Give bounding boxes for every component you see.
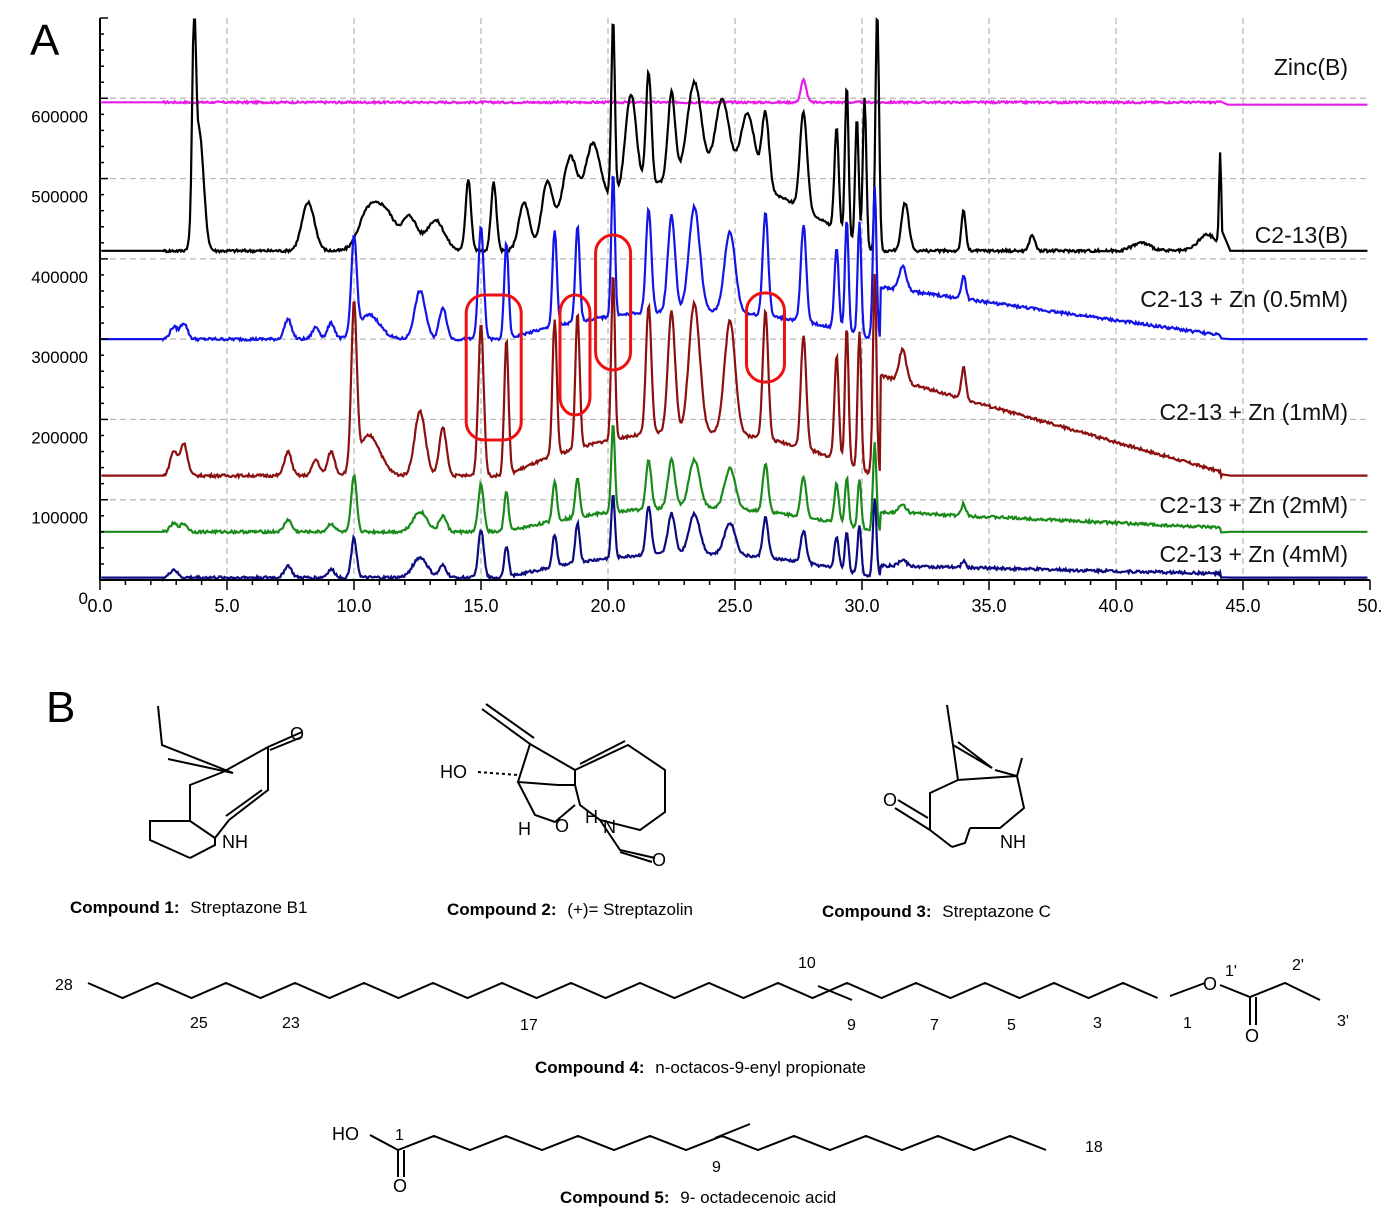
compound-4-O-carbonyl: O <box>1245 1026 1259 1046</box>
svg-text:1': 1' <box>1225 963 1237 980</box>
svg-text:3': 3' <box>1337 1013 1349 1030</box>
compound-3-NH: NH <box>1000 832 1026 852</box>
chromatogram-panel: A 0.0 5.0 10.0 15.0 20.0 25.0 30.0 35.0 40.0 45.0… <box>30 16 1383 616</box>
compound-3-bold: Compound 3: <box>822 902 932 921</box>
series-line-3 <box>101 273 1368 481</box>
highlight-box-2 <box>594 233 633 372</box>
x-tick-label: 20.0 <box>590 596 625 616</box>
svg-text:7: 7 <box>930 1017 939 1034</box>
series-label-2: C2-13 + Zn (0.5mM) <box>1140 286 1348 312</box>
svg-text:10: 10 <box>798 955 816 972</box>
y-tick-label: 500000 <box>31 188 88 207</box>
series-layer <box>101 16 1368 583</box>
svg-text:2': 2' <box>1292 957 1304 974</box>
compound-2-HO: HO <box>440 762 467 782</box>
compound-1-caption: Compound 1: Streptazone B1 <box>70 898 307 917</box>
series-line-5 <box>101 494 1368 583</box>
svg-text:23: 23 <box>282 1015 300 1032</box>
compound-4-caption: Compound 4: n-octacos-9-enyl propionate <box>535 1058 866 1077</box>
compound-5-bold: Compound 5: <box>560 1188 670 1207</box>
series-label-5: C2-13 + Zn (4mM) <box>1159 541 1348 567</box>
compound-4-name: n-octacos-9-enyl propionate <box>655 1058 866 1077</box>
structures-panel: B O NH Compound 1: Streptazone B1 HO N O… <box>46 683 1349 1207</box>
highlight-box-1 <box>558 293 592 417</box>
svg-text:3: 3 <box>1093 1015 1102 1032</box>
y-tick-label: 0 <box>79 589 88 608</box>
x-tick-label: 35.0 <box>971 596 1006 616</box>
panel-label-a: A <box>30 16 60 65</box>
compound-1-NH: NH <box>222 832 248 852</box>
highlight-box-3 <box>744 291 786 384</box>
compound-2-structure <box>477 703 666 863</box>
compound-5-numbers: 1 9 18 <box>395 1127 1103 1176</box>
highlight-box-0 <box>464 293 523 442</box>
svg-text:5: 5 <box>1007 1017 1016 1034</box>
y-tick-label: 200000 <box>31 428 88 447</box>
highlight-layer <box>464 233 786 442</box>
x-tick-label: 0.0 <box>87 596 112 616</box>
compound-2-O-carbonyl: O <box>652 850 666 870</box>
compound-2-bold: Compound 2: <box>447 900 557 919</box>
svg-text:1: 1 <box>395 1127 404 1144</box>
svg-text:9: 9 <box>712 1159 721 1176</box>
compound-2-caption: Compound 2: (+)= Streptazolin <box>447 900 693 919</box>
x-tick-label: 50. <box>1357 596 1382 616</box>
svg-text:25: 25 <box>190 1015 208 1032</box>
series-labels: Zinc(B) C2-13(B) C2-13 + Zn (0.5mM) C2-13 +… <box>1140 54 1348 567</box>
svg-text:28: 28 <box>55 977 73 994</box>
svg-text:18: 18 <box>1085 1139 1103 1156</box>
series-line-2 <box>101 175 1368 343</box>
series-label-0: Zinc(B) <box>1274 54 1348 80</box>
svg-text:9: 9 <box>847 1017 856 1034</box>
compound-4-structure <box>87 981 1321 1025</box>
series-line-1 <box>101 16 1368 255</box>
compound-5-name: 9- octadecenoic acid <box>680 1188 836 1207</box>
x-tick-label: 45.0 <box>1225 596 1260 616</box>
compound-2-H-left: H <box>518 819 531 839</box>
x-tick-label: 10.0 <box>336 596 371 616</box>
x-tick-label: 5.0 <box>214 596 239 616</box>
compound-1-structure <box>149 705 303 859</box>
y-tick-label: 600000 <box>31 107 88 126</box>
compound-4-bold: Compound 4: <box>535 1058 645 1077</box>
x-tick-label: 25.0 <box>717 596 752 616</box>
compound-4-O-ester: O <box>1203 974 1217 994</box>
compound-1-bold: Compound 1: <box>70 898 180 917</box>
compound-5-caption: Compound 5: 9- octadecenoic acid <box>560 1188 836 1207</box>
compound-1-O: O <box>290 724 304 744</box>
compound-5-HO: HO <box>332 1124 359 1144</box>
compound-2-O-ring: O <box>555 816 569 836</box>
x-tick-label: 15.0 <box>463 596 498 616</box>
compound-3-structure <box>894 704 1026 848</box>
compound-3-name: Streptazone C <box>942 902 1051 921</box>
compound-5-O: O <box>393 1176 407 1196</box>
series-label-4: C2-13 + Zn (2mM) <box>1159 492 1348 518</box>
panel-label-b: B <box>46 683 75 732</box>
x-tick-label: 40.0 <box>1098 596 1133 616</box>
compound-3-caption: Compound 3: Streptazone C <box>822 902 1051 921</box>
y-tick-label: 300000 <box>31 348 88 367</box>
compound-2-N: N <box>603 817 616 837</box>
series-label-1: C2-13(B) <box>1255 222 1348 248</box>
compound-5-structure <box>369 1123 1047 1177</box>
compound-2-H-right: H <box>585 807 598 827</box>
compound-3-O: O <box>883 790 897 810</box>
compound-4-numbers: 28 25 23 17 10 9 7 5 3 1 1' 2' 3' <box>55 955 1349 1034</box>
y-tick-label: 100000 <box>31 509 88 528</box>
series-label-3: C2-13 + Zn (1mM) <box>1159 399 1348 425</box>
compound-1-name: Streptazone B1 <box>190 898 307 917</box>
svg-text:17: 17 <box>520 1017 538 1034</box>
y-tick-label: 400000 <box>31 268 88 287</box>
axes: 0.0 5.0 10.0 15.0 20.0 25.0 30.0 35.0 40.0 45.0 50… <box>31 17 1383 616</box>
series-line-4 <box>101 425 1368 536</box>
series-line-0 <box>101 77 1368 106</box>
x-tick-label: 30.0 <box>844 596 879 616</box>
compound-2-name: (+)= Streptazolin <box>567 900 693 919</box>
svg-text:1: 1 <box>1183 1015 1192 1032</box>
